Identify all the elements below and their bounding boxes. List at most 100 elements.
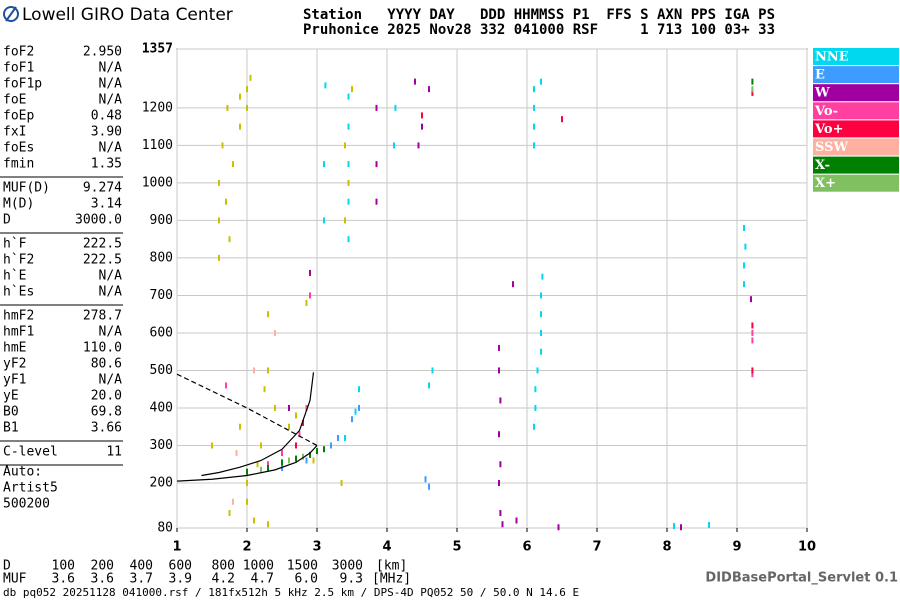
trace-line xyxy=(176,445,318,482)
echo-point xyxy=(337,434,339,441)
echo-point xyxy=(330,442,332,449)
echo-point xyxy=(235,449,238,456)
param-value: N/A xyxy=(99,61,123,76)
param-label: hmF2 xyxy=(3,309,34,324)
muf-value: 4.2 xyxy=(212,572,235,587)
distance-value: 3000 xyxy=(332,559,363,574)
param-label: yE xyxy=(3,389,19,404)
param-label: foE xyxy=(3,93,26,108)
y-tick-label: 600 xyxy=(150,325,173,340)
echo-point xyxy=(267,521,269,528)
param-label: yF2 xyxy=(3,357,26,372)
echo-point xyxy=(218,179,220,186)
param-value: 9.274 xyxy=(83,181,122,196)
echo-point xyxy=(499,461,502,468)
echo-point xyxy=(358,386,360,393)
echo-point xyxy=(228,236,231,243)
echo-point xyxy=(498,367,500,374)
echo-point xyxy=(533,142,535,149)
echo-point xyxy=(534,386,537,393)
echo-point xyxy=(351,416,353,423)
echo-point xyxy=(246,104,248,111)
echo-point xyxy=(534,404,537,411)
row-label: D xyxy=(3,559,11,574)
echo-point xyxy=(225,382,227,389)
echo-point xyxy=(540,311,542,318)
echo-point xyxy=(225,198,227,205)
param-value: 222.5 xyxy=(83,253,122,268)
echo-point xyxy=(536,367,539,374)
echo-point xyxy=(295,412,297,419)
echo-point xyxy=(323,446,325,453)
echo-point xyxy=(323,161,325,168)
echo-point xyxy=(743,281,745,288)
echo-point xyxy=(358,404,360,411)
distance-value: 100 xyxy=(52,559,75,574)
echo-point xyxy=(498,344,500,351)
distance-value: 400 xyxy=(130,559,153,574)
echo-point xyxy=(298,431,301,438)
echo-point xyxy=(274,404,276,411)
echo-point xyxy=(540,329,542,336)
echo-point xyxy=(751,367,754,374)
echo-point xyxy=(499,397,502,404)
param-label: hmE xyxy=(3,341,26,356)
echo-point xyxy=(751,322,754,329)
echo-point xyxy=(375,161,378,168)
legend-label: Vo- xyxy=(814,104,838,119)
x-tick-label: 7 xyxy=(592,540,601,555)
x-tick-label: 10 xyxy=(798,540,816,555)
x-tick-label: 5 xyxy=(452,540,461,555)
echo-point xyxy=(533,423,535,430)
echo-point xyxy=(281,459,283,466)
param-value: 278.7 xyxy=(83,309,122,324)
echo-point xyxy=(533,86,535,93)
echo-point xyxy=(344,142,346,149)
param-label: B1 xyxy=(3,421,19,436)
legend-swatch xyxy=(813,84,899,102)
param-value: N/A xyxy=(99,325,123,340)
echo-point xyxy=(260,442,262,449)
param-value: N/A xyxy=(99,77,123,92)
echo-point xyxy=(347,123,350,130)
echo-point xyxy=(274,329,276,336)
echo-point xyxy=(375,104,378,111)
y-tick-label: 200 xyxy=(150,475,173,490)
echo-point xyxy=(533,123,535,130)
legend-swatch xyxy=(813,102,899,120)
echo-point xyxy=(414,78,416,85)
trace-line xyxy=(201,372,315,477)
legend-label: SSW xyxy=(815,140,848,155)
echo-point xyxy=(239,123,241,130)
echo-point xyxy=(512,281,514,288)
echo-point xyxy=(309,292,311,299)
echo-point xyxy=(744,243,747,250)
param-label: B0 xyxy=(3,405,19,420)
x-tick-label: 3 xyxy=(312,540,321,555)
y-tick-label: 700 xyxy=(150,288,173,303)
param-value: 11 xyxy=(106,445,122,460)
param-label: D xyxy=(3,213,11,228)
echo-point xyxy=(431,367,434,374)
legend-label: X+ xyxy=(815,176,836,191)
distance-value: 1500 xyxy=(287,559,318,574)
param-label: hmF1 xyxy=(3,325,34,340)
echo-point xyxy=(295,455,297,462)
echo-point xyxy=(751,89,754,96)
echo-point xyxy=(540,78,542,85)
echo-point xyxy=(323,217,325,224)
param-label: C-level xyxy=(3,445,58,460)
echo-point xyxy=(309,451,311,458)
legend-label: NNE xyxy=(815,50,849,65)
header-row: Pruhonice 2025 Nov28 332 041000 RSF 1 71… xyxy=(303,22,775,38)
muf-value: 3.6 xyxy=(52,572,75,587)
echo-point xyxy=(421,112,423,119)
param-value: 1.35 xyxy=(91,157,122,172)
echo-point xyxy=(302,453,304,460)
echo-point xyxy=(295,442,297,449)
param-value: 20.0 xyxy=(91,389,122,404)
echo-point xyxy=(498,431,500,438)
echo-point xyxy=(256,461,259,468)
x-tick-label: 6 xyxy=(522,540,531,555)
param-value: 2.950 xyxy=(83,45,122,60)
